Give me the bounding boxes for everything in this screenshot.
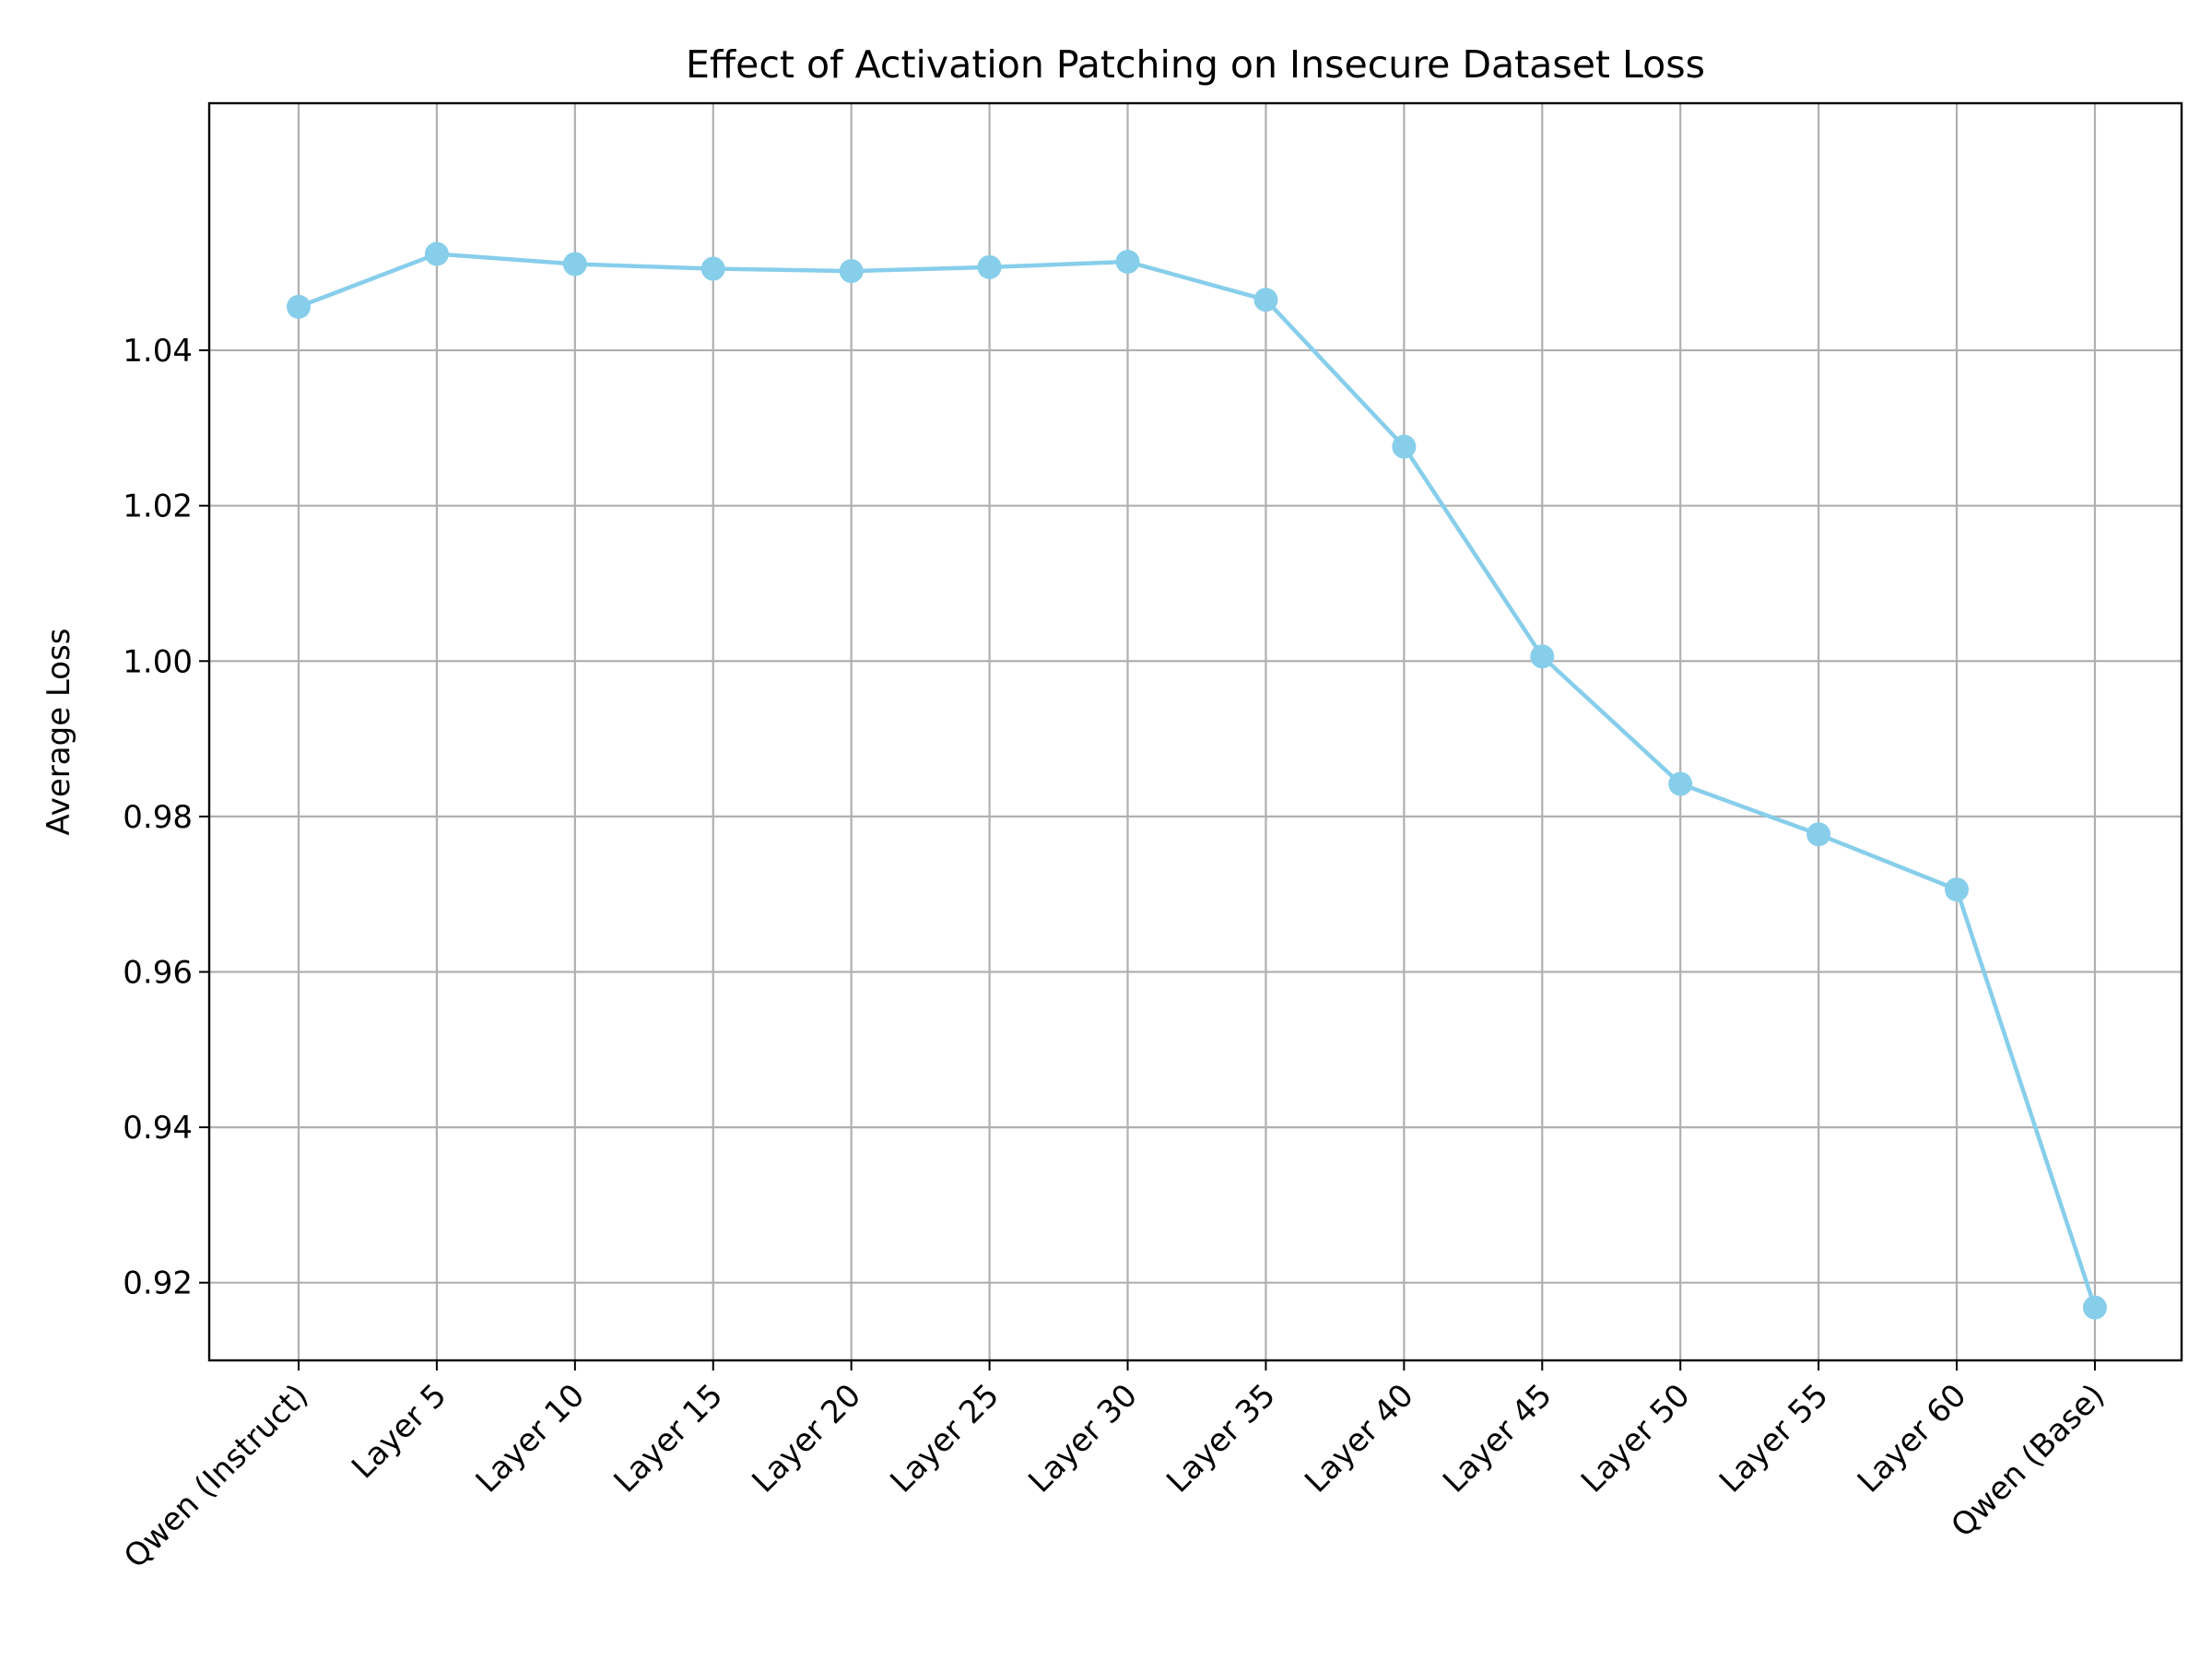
- plot-frame: [207, 101, 2183, 1362]
- data-point: [1668, 771, 1693, 796]
- y-tick-label: 1.00: [123, 643, 193, 680]
- data-point: [1806, 822, 1831, 847]
- y-tick-label: 0.98: [123, 799, 193, 836]
- data-point: [562, 252, 587, 276]
- x-tick-label: Layer 25: [883, 1377, 1006, 1500]
- x-tick-label: Layer 45: [1436, 1377, 1559, 1500]
- data-point: [1530, 644, 1555, 669]
- x-tick-label: Layer 30: [1021, 1377, 1145, 1500]
- y-tick-label: 0.92: [123, 1265, 193, 1302]
- series-average-loss: [287, 241, 2107, 1320]
- y-axis: 0.92 0.94 0.96 0.98 1.00 1.02 1.04: [123, 333, 209, 1302]
- data-point: [1945, 877, 1970, 902]
- x-tick-label: Layer 40: [1298, 1377, 1421, 1500]
- y-tick-label: 1.02: [123, 488, 193, 525]
- x-axis: Qwen (Instruct) Layer 5 Layer 10 Layer 15 La…: [117, 1360, 2112, 1575]
- data-point: [700, 256, 725, 281]
- data-point: [977, 254, 1002, 279]
- chart-title: Effect of Activation Patching on Insecur…: [686, 42, 1705, 87]
- data-point: [2082, 1295, 2107, 1320]
- x-tick-label: Layer 20: [745, 1377, 868, 1500]
- x-tick-label: Layer 60: [1851, 1377, 1974, 1500]
- x-tick-label: Layer 35: [1159, 1377, 1283, 1500]
- x-tick-label: Layer 15: [607, 1377, 731, 1500]
- data-point: [1253, 288, 1278, 312]
- x-tick-label: Layer 5: [345, 1377, 453, 1486]
- y-tick-label: 0.94: [123, 1110, 193, 1147]
- x-tick-label: Layer 10: [469, 1377, 593, 1500]
- x-tick-label: Layer 50: [1574, 1377, 1698, 1500]
- y-tick-label: 0.96: [123, 954, 193, 991]
- x-tick-label: Layer 55: [1712, 1377, 1836, 1500]
- x-tick-label: Qwen (Instruct): [117, 1377, 315, 1575]
- data-point: [1115, 249, 1140, 274]
- data-point: [1392, 434, 1417, 459]
- data-point: [287, 294, 311, 319]
- grid: [209, 103, 2182, 1360]
- data-point: [839, 259, 864, 284]
- y-axis-label: Average Loss: [41, 628, 77, 835]
- data-point: [424, 241, 449, 266]
- y-tick-label: 1.04: [123, 333, 193, 370]
- series-line: [298, 252, 2098, 1309]
